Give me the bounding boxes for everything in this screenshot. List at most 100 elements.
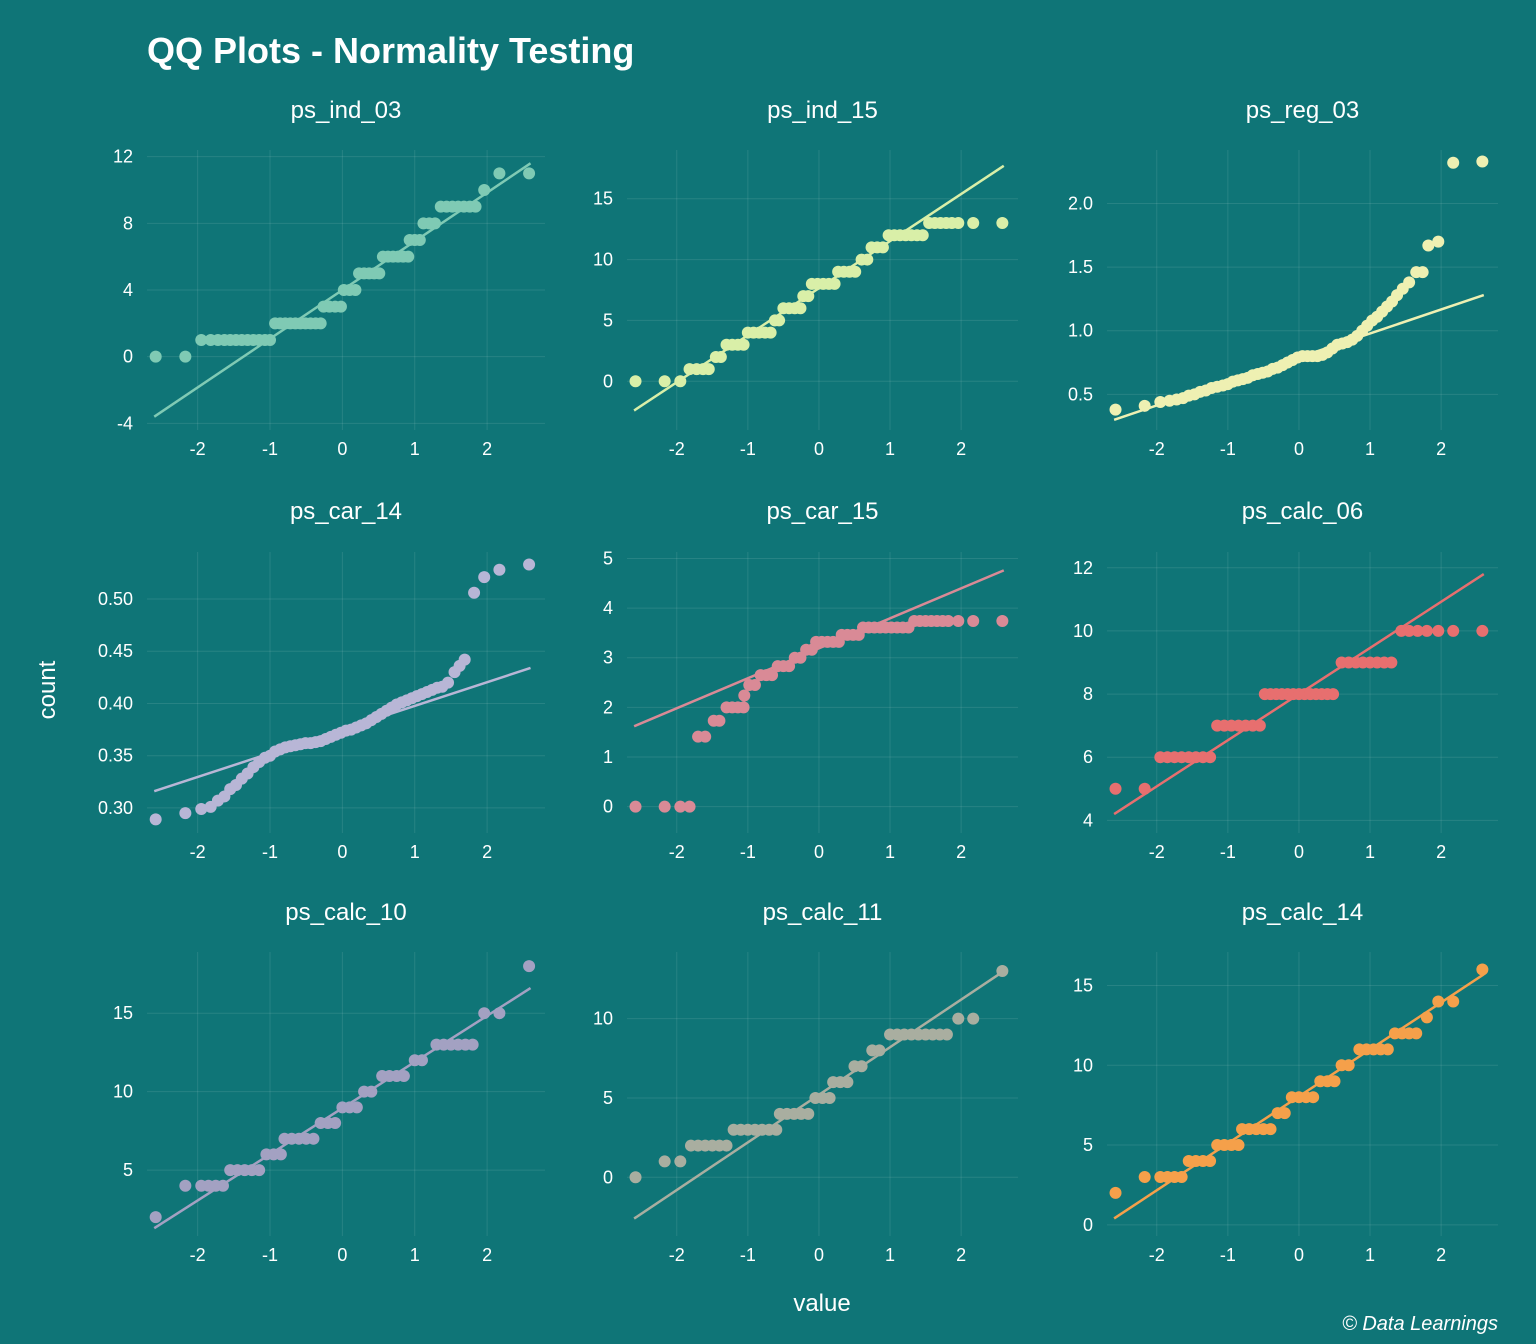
data-point <box>415 1054 428 1067</box>
data-point <box>714 350 727 363</box>
data-point <box>1342 1059 1355 1072</box>
x-tick-label: -1 <box>262 1245 278 1265</box>
x-axis-label: value <box>793 1290 851 1317</box>
qq-panel-ps_reg_03: ps_reg_03 -2 -1 0 1 2 0.5 1.0 1.5 2.0 <box>1068 97 1498 459</box>
y-tick-label: 10 <box>593 250 613 270</box>
x-tick-label: 1 <box>885 842 895 862</box>
y-tick-label: 0 <box>123 347 133 367</box>
y-tick-label: 5 <box>603 1088 613 1108</box>
x-tick-label: 0 <box>814 842 824 862</box>
data-point <box>720 1139 733 1152</box>
panel-title: ps_ind_03 <box>291 97 402 124</box>
x-tick-label: 2 <box>482 439 492 459</box>
data-point <box>629 375 642 388</box>
data-point <box>916 229 929 242</box>
data-point <box>179 350 192 363</box>
x-tick-label: -1 <box>740 842 756 862</box>
data-point <box>674 375 687 388</box>
y-tick-label: 5 <box>603 310 613 330</box>
y-tick-label: -4 <box>117 413 133 433</box>
y-tick-label: 0.45 <box>98 641 133 661</box>
y-tick-label: 2 <box>603 697 613 717</box>
data-point <box>1432 624 1445 637</box>
y-tick-label: 0 <box>603 371 613 391</box>
data-point <box>1253 719 1266 732</box>
x-tick-label: 2 <box>956 1245 966 1265</box>
data-point <box>329 1117 342 1130</box>
data-point <box>861 253 874 266</box>
x-tick-label: -2 <box>190 439 206 459</box>
x-tick-label: -2 <box>669 1245 685 1265</box>
data-point <box>942 615 955 628</box>
data-point <box>179 807 192 820</box>
data-point <box>179 1179 192 1192</box>
data-point <box>658 375 671 388</box>
x-tick-label: 0 <box>337 439 347 459</box>
y-tick-label: 0.35 <box>98 746 133 766</box>
y-tick-label: 3 <box>603 648 613 668</box>
x-tick-label: 2 <box>1436 1245 1446 1265</box>
data-point <box>1204 751 1217 764</box>
data-point <box>849 265 862 278</box>
x-tick-label: -1 <box>262 842 278 862</box>
y-tick-label: 8 <box>1083 684 1093 704</box>
data-point <box>737 338 750 351</box>
data-point <box>1410 1027 1423 1040</box>
x-tick-label: -2 <box>190 842 206 862</box>
y-tick-label: 0 <box>603 1167 613 1187</box>
y-tick-label: 5 <box>603 548 613 568</box>
y-tick-label: 1.5 <box>1068 257 1093 277</box>
data-point <box>1138 1170 1151 1183</box>
data-point <box>876 241 889 254</box>
x-tick-label: -1 <box>740 439 756 459</box>
x-tick-label: -1 <box>1220 439 1236 459</box>
data-point <box>713 714 726 727</box>
data-point <box>1109 403 1122 416</box>
panel-title: ps_reg_03 <box>1246 97 1359 124</box>
y-tick-label: 0.5 <box>1068 384 1093 404</box>
data-point <box>493 1007 506 1020</box>
x-tick-label: 1 <box>410 842 420 862</box>
data-point <box>1138 782 1151 795</box>
panel-title: ps_calc_06 <box>1242 498 1363 525</box>
y-tick-label: 5 <box>123 1160 133 1180</box>
data-point <box>523 167 536 180</box>
data-point <box>1403 276 1416 289</box>
x-tick-label: -2 <box>669 439 685 459</box>
data-point <box>952 217 965 230</box>
data-point <box>493 167 506 180</box>
x-tick-label: -1 <box>262 439 278 459</box>
x-tick-label: 0 <box>337 1245 347 1265</box>
data-point <box>216 1179 229 1192</box>
data-point <box>314 317 327 330</box>
data-point <box>783 660 796 673</box>
data-point <box>828 277 841 290</box>
x-tick-label: 2 <box>956 439 966 459</box>
x-tick-label: 0 <box>814 439 824 459</box>
data-point <box>1109 1186 1122 1199</box>
data-point <box>1264 1123 1277 1136</box>
data-point <box>802 290 815 303</box>
data-point <box>770 1123 783 1136</box>
y-tick-label: 4 <box>123 280 133 300</box>
x-tick-label: 0 <box>337 842 347 862</box>
y-tick-label: 4 <box>1083 810 1093 830</box>
data-point <box>478 184 491 196</box>
data-point <box>1154 396 1167 408</box>
panel-title: ps_car_15 <box>766 498 878 525</box>
y-tick-label: 2.0 <box>1068 193 1093 213</box>
data-point <box>658 1155 671 1168</box>
data-point <box>1447 156 1460 169</box>
x-tick-label: -2 <box>1149 842 1165 862</box>
y-tick-label: 0 <box>603 797 613 817</box>
data-point <box>442 676 455 689</box>
data-point <box>373 267 386 280</box>
data-point <box>996 615 1009 628</box>
x-tick-label: 1 <box>885 439 895 459</box>
data-point <box>523 558 536 571</box>
data-point <box>699 730 712 743</box>
caption: © Data Learnings <box>1342 1313 1498 1335</box>
y-tick-label: 15 <box>113 1003 133 1023</box>
